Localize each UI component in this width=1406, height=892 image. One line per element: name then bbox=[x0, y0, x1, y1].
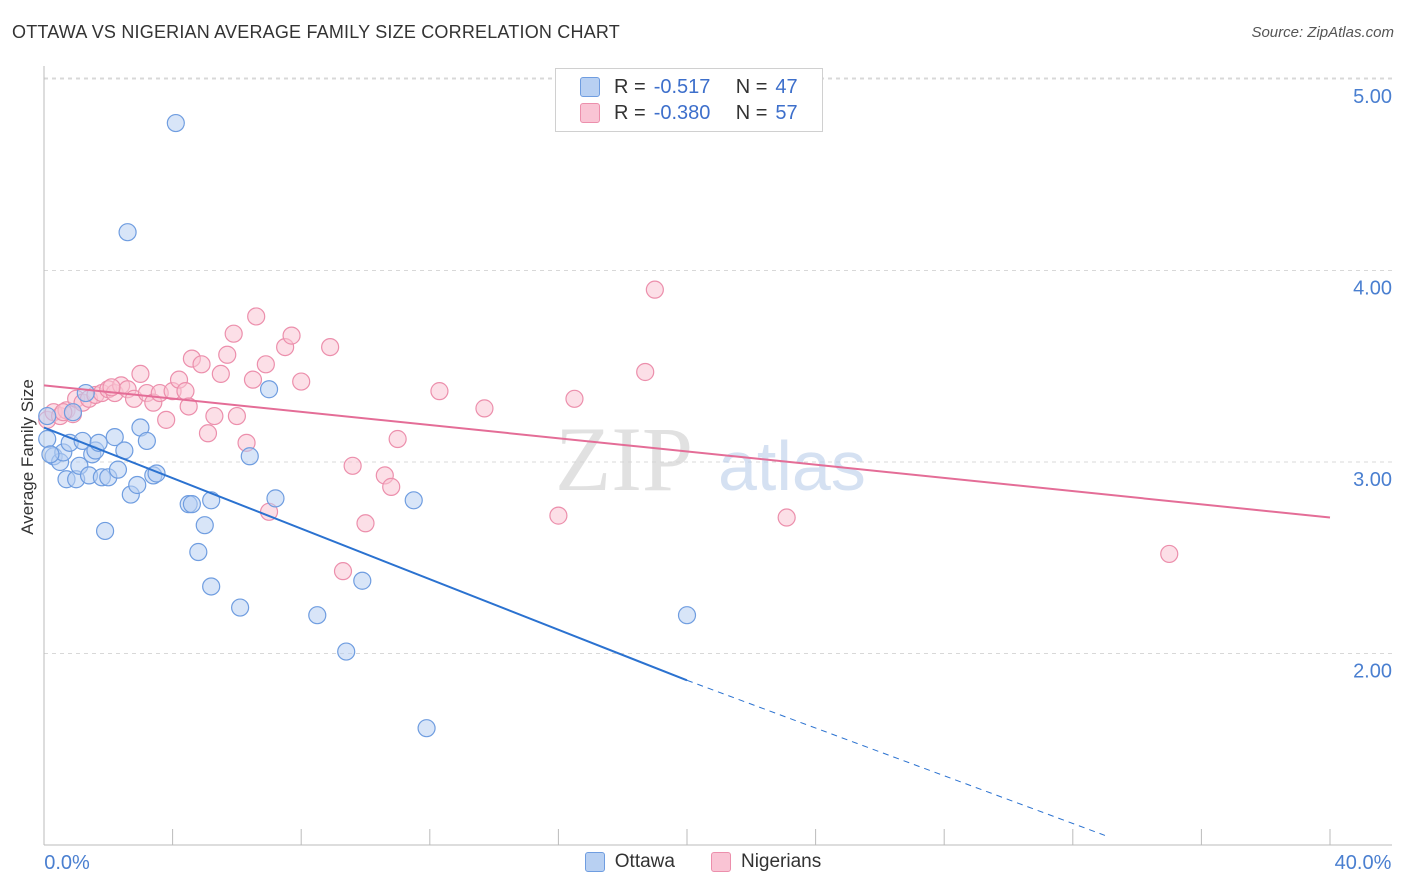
n-value: 57 bbox=[775, 101, 798, 124]
nigerian-point bbox=[333, 562, 353, 581]
ottawa-point bbox=[189, 542, 208, 562]
ottawa-point bbox=[76, 383, 95, 403]
correlation-legend: R = -0.517 N = 47 R = -0.380 N = 57 bbox=[555, 68, 823, 132]
ottawa-point bbox=[105, 428, 124, 447]
nigerians-legend-label: Nigerians bbox=[740, 851, 822, 872]
ottawa-point bbox=[353, 571, 372, 590]
ottawa-swatch bbox=[580, 77, 600, 97]
ottawa-point bbox=[259, 380, 279, 399]
nigerian-point bbox=[157, 410, 176, 429]
ottawa-point bbox=[231, 598, 250, 617]
ottawa-point bbox=[41, 445, 60, 464]
nigerian-point bbox=[565, 389, 584, 408]
nigerian-point bbox=[243, 370, 263, 389]
nigerian-point bbox=[256, 355, 275, 374]
n-label: N = bbox=[735, 75, 768, 98]
nigerian-point bbox=[475, 399, 494, 418]
ottawa-trend-line bbox=[43, 426, 688, 682]
nigerian-point bbox=[388, 429, 407, 449]
x-tick-label: 0.0% bbox=[44, 852, 90, 874]
ottawa-point bbox=[240, 447, 259, 466]
nigerian-point bbox=[282, 326, 301, 345]
legend-item-ottawa: Ottawa bbox=[584, 851, 675, 873]
ottawa-point bbox=[202, 577, 221, 596]
ottawa-point bbox=[182, 495, 201, 514]
nigerian-point bbox=[224, 324, 243, 343]
nigerian-trend-line bbox=[43, 384, 1331, 519]
legend-row-ottawa: R = -0.517 N = 47 bbox=[580, 75, 798, 99]
y-tick-label: 2.00 bbox=[1353, 661, 1392, 683]
x-tick-label: 40.0% bbox=[1335, 852, 1392, 874]
chart-title: OTTAWA VS NIGERIAN AVERAGE FAMILY SIZE C… bbox=[12, 22, 620, 42]
nigerian-point bbox=[645, 280, 664, 299]
nigerian-point bbox=[227, 406, 246, 426]
nigerian-point bbox=[343, 456, 362, 475]
nigerian-point bbox=[1160, 544, 1179, 564]
ottawa-point bbox=[38, 406, 57, 426]
nigerian-point bbox=[549, 506, 568, 525]
gridlines bbox=[44, 77, 1392, 654]
r-value: -0.380 bbox=[653, 101, 711, 124]
nigerian-point bbox=[292, 372, 311, 391]
ottawa-point bbox=[308, 606, 327, 625]
nigerian-point bbox=[192, 355, 211, 374]
nigerian-point bbox=[356, 514, 375, 533]
y-axis-label: Average Family Size bbox=[18, 379, 37, 535]
nigerian-point bbox=[430, 382, 449, 401]
watermark: ZIP atlas bbox=[555, 408, 866, 510]
n-label: N = bbox=[735, 101, 768, 124]
nigerian-point bbox=[176, 382, 195, 401]
trend-lines bbox=[43, 384, 1331, 836]
ottawa-point bbox=[38, 429, 57, 449]
ottawa-point bbox=[63, 403, 83, 422]
ottawa-point bbox=[137, 431, 156, 451]
ottawa-point bbox=[95, 521, 115, 541]
legend-row-nigerians: R = -0.380 N = 57 bbox=[580, 101, 798, 125]
ottawa-point bbox=[417, 719, 436, 738]
nigerian-point bbox=[218, 345, 237, 364]
data-points bbox=[38, 113, 1179, 738]
legend-item-nigerians: Nigerians bbox=[710, 851, 822, 873]
source-label: Source: ZipAtlas.com bbox=[1251, 24, 1394, 41]
n-value: 47 bbox=[775, 75, 798, 98]
nigerians-legend-swatch bbox=[710, 852, 731, 872]
nigerian-point bbox=[777, 508, 796, 527]
ottawa-legend-label: Ottawa bbox=[614, 851, 675, 872]
nigerian-point bbox=[131, 364, 150, 384]
nigerian-point bbox=[382, 477, 401, 496]
ottawa-legend-swatch bbox=[584, 852, 605, 872]
ottawa-point bbox=[337, 642, 356, 661]
ottawa-point bbox=[677, 606, 697, 625]
nigerians-swatch bbox=[580, 103, 600, 123]
nigerian-point bbox=[211, 364, 230, 384]
r-label: R = bbox=[614, 101, 646, 124]
ottawa-point bbox=[128, 475, 147, 495]
y-tick-label: 4.00 bbox=[1353, 278, 1392, 300]
nigerian-point bbox=[205, 406, 224, 426]
ottawa-point bbox=[166, 113, 185, 133]
r-value: -0.517 bbox=[653, 75, 711, 98]
watermark-atlas: atlas bbox=[718, 427, 866, 505]
ottawa-point bbox=[108, 460, 128, 479]
series-legend: Ottawa Nigerians bbox=[0, 851, 1406, 873]
nigerian-point bbox=[179, 397, 198, 416]
y-tick-label: 5.00 bbox=[1353, 86, 1392, 108]
ottawa-point bbox=[202, 491, 221, 510]
ottawa-point bbox=[404, 491, 423, 510]
ottawa-trend-extension bbox=[686, 679, 1106, 836]
nigerian-point bbox=[247, 307, 266, 326]
nigerian-point bbox=[321, 338, 340, 357]
y-tick-label: 3.00 bbox=[1353, 469, 1392, 491]
r-label: R = bbox=[614, 75, 646, 98]
tick-labels: 2.00 3.00 4.00 5.00 0.0% 40.0% bbox=[44, 86, 1392, 874]
ottawa-point bbox=[195, 516, 214, 535]
ottawa-point bbox=[118, 223, 137, 242]
watermark-zip: ZIP bbox=[555, 408, 693, 510]
ottawa-point bbox=[266, 489, 285, 508]
nigerian-point bbox=[636, 362, 655, 382]
nigerian-point bbox=[198, 424, 218, 443]
